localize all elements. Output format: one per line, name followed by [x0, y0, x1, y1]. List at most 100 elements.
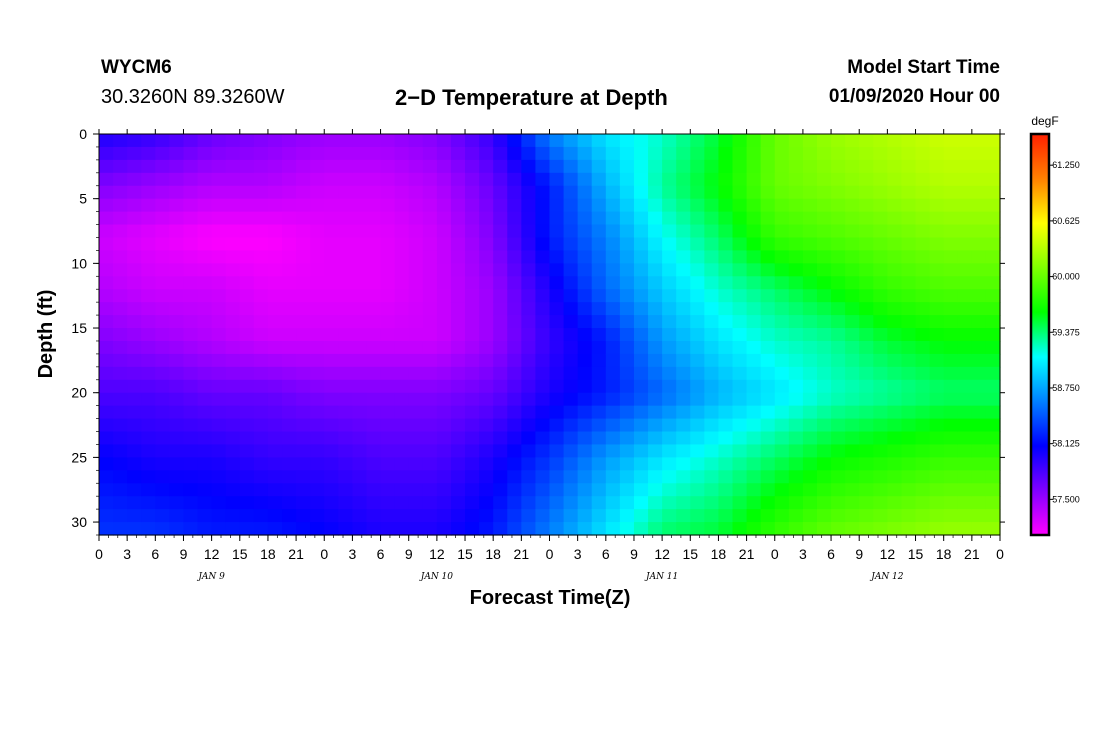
- heatmap-cell: [99, 146, 114, 161]
- heatmap-cell: [422, 522, 438, 536]
- heatmap-cell: [831, 250, 846, 264]
- heatmap-cell: [296, 302, 311, 316]
- heatmap-cell: [507, 146, 522, 161]
- heatmap-cell: [549, 431, 565, 446]
- heatmap-cell: [239, 328, 255, 342]
- heatmap-cell: [296, 159, 311, 174]
- heatmap-cell: [718, 366, 734, 381]
- heatmap-cell: [633, 483, 649, 497]
- heatmap-cell: [380, 289, 396, 303]
- heatmap-cell: [788, 263, 804, 277]
- heatmap-cell: [183, 146, 199, 161]
- heatmap-cell: [887, 276, 903, 290]
- heatmap-cell: [380, 405, 396, 420]
- heatmap-cell: [943, 134, 959, 148]
- heatmap-cell: [887, 302, 903, 316]
- heatmap-cell: [366, 237, 382, 252]
- heatmap-cell: [774, 392, 790, 407]
- heatmap-cell: [211, 263, 227, 277]
- heatmap-cell: [971, 392, 987, 407]
- heatmap-cell: [338, 302, 354, 316]
- heatmap-cell: [887, 146, 903, 161]
- heatmap-cell: [507, 353, 522, 368]
- heatmap-cell: [549, 340, 565, 355]
- heatmap-cell: [802, 198, 818, 213]
- heatmap-cell: [859, 237, 874, 252]
- heatmap-cell: [676, 483, 691, 497]
- heatmap-cell: [493, 431, 508, 446]
- heatmap-cell: [366, 496, 382, 510]
- heatmap-cell: [408, 146, 424, 161]
- heatmap-cell: [408, 172, 424, 187]
- heatmap-cell: [310, 444, 325, 458]
- heatmap-cell: [408, 328, 424, 342]
- heatmap-cell: [619, 289, 635, 303]
- heatmap-cell: [887, 457, 903, 471]
- heatmap-cell: [957, 276, 973, 290]
- heatmap-cell: [971, 237, 987, 252]
- heatmap-cell: [493, 522, 508, 536]
- heatmap-cell: [493, 276, 508, 290]
- x-tick-label: 6: [602, 546, 610, 562]
- heatmap-cell: [267, 353, 283, 368]
- heatmap-cell: [324, 418, 339, 433]
- heatmap-cell: [450, 379, 466, 394]
- heatmap-cell: [436, 198, 452, 213]
- colorbar-tick-label: 61.250: [1052, 160, 1080, 170]
- heatmap-cell: [436, 237, 452, 252]
- heatmap-cell: [253, 237, 269, 252]
- heatmap-cell: [197, 328, 213, 342]
- heatmap-cell: [493, 328, 508, 342]
- heatmap-cell: [507, 315, 522, 329]
- heatmap-cell: [605, 224, 621, 239]
- heatmap-cell: [225, 483, 241, 497]
- heatmap-cell: [760, 444, 776, 458]
- heatmap-cell: [662, 392, 677, 407]
- heatmap-cell: [816, 457, 832, 471]
- heatmap-cell: [704, 392, 720, 407]
- heatmap-cell: [746, 431, 762, 446]
- heatmap-cell: [760, 366, 776, 381]
- heatmap-cell: [633, 509, 649, 523]
- heatmap-cell: [929, 276, 945, 290]
- heatmap-cell: [225, 509, 241, 523]
- heatmap-cell: [774, 405, 790, 420]
- heatmap-cell: [633, 198, 649, 213]
- heatmap-cell: [338, 509, 354, 523]
- heatmap-cell: [971, 172, 987, 187]
- heatmap-cell: [831, 431, 846, 446]
- heatmap-cell: [563, 328, 579, 342]
- heatmap-cell: [521, 289, 537, 303]
- heatmap-cell: [971, 185, 987, 200]
- heatmap-cell: [676, 431, 691, 446]
- heatmap-cell: [253, 263, 269, 277]
- heatmap-cell: [690, 237, 705, 252]
- heatmap-cell: [732, 250, 748, 264]
- heatmap-cell: [211, 146, 227, 161]
- heatmap-cell: [267, 237, 283, 252]
- heatmap-cell: [619, 159, 635, 174]
- heatmap-cell: [338, 483, 354, 497]
- heatmap-cell: [225, 457, 241, 471]
- heatmap-cell: [352, 328, 368, 342]
- heatmap-cell: [633, 172, 649, 187]
- heatmap-cell: [591, 146, 607, 161]
- heatmap-cell: [338, 250, 354, 264]
- heatmap-cell: [197, 302, 213, 316]
- heatmap-cell: [760, 470, 776, 484]
- heatmap-cell: [718, 496, 734, 510]
- heatmap-cell: [746, 276, 762, 290]
- heatmap-cell: [535, 431, 551, 446]
- heatmap-cell: [718, 509, 734, 523]
- heatmap-cell: [816, 483, 832, 497]
- heatmap-cell: [282, 496, 297, 510]
- heatmap-cell: [929, 146, 945, 161]
- heatmap-cell: [380, 146, 396, 161]
- heatmap-cell: [929, 457, 945, 471]
- heatmap-cell: [563, 418, 579, 433]
- heatmap-cell: [282, 509, 297, 523]
- heatmap-cell: [239, 315, 255, 329]
- heatmap-cell: [253, 366, 269, 381]
- heatmap-cell: [169, 263, 185, 277]
- heatmap-cell: [887, 483, 903, 497]
